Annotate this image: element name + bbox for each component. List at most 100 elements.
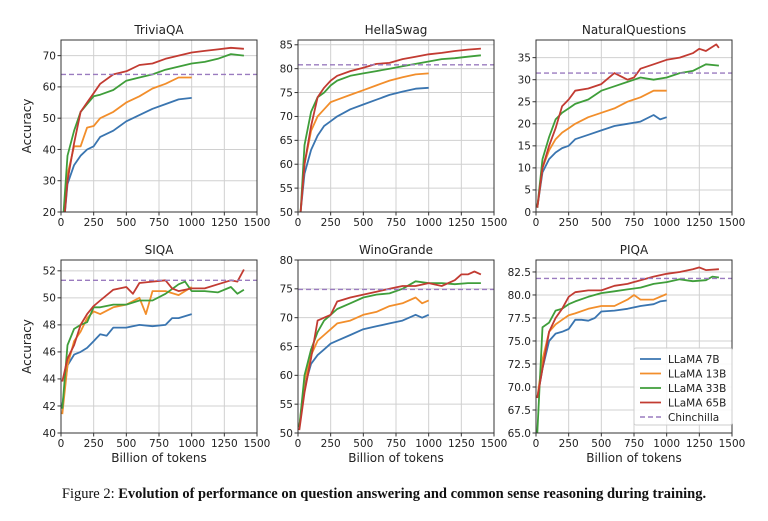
legend-label-llama-33b: LLaMA 33B xyxy=(668,383,726,395)
subplot-title: PIQA xyxy=(620,243,649,257)
y-axis-label: Accuracy xyxy=(20,319,34,374)
x-tick-label: 500 xyxy=(353,217,373,229)
x-tick-label: 1000 xyxy=(178,217,205,229)
y-tick-label: 50 xyxy=(43,293,56,305)
y-tick-label: 77.5 xyxy=(508,313,531,325)
subplot-siqa: 0 250 500 750 1000 1250 1500 40 42 44 46 48 50 52 SIQA… xyxy=(20,243,270,465)
y-tick-label: 55 xyxy=(280,399,293,411)
figure-caption: Figure 2: Evolution of performance on qu… xyxy=(0,486,768,503)
y-tick-label: 50 xyxy=(280,207,293,219)
x-tick-label: 1250 xyxy=(686,217,713,229)
x-tick-label: 1000 xyxy=(415,217,442,229)
y-tick-label: 85 xyxy=(280,40,293,52)
x-tick-label: 250 xyxy=(559,217,579,229)
y-tick-label: 40 xyxy=(43,428,56,440)
series-line-llama-33b xyxy=(536,63,719,208)
y-tick-label: 70 xyxy=(280,111,293,123)
x-tick-label: 0 xyxy=(295,438,302,450)
x-tick-label: 1250 xyxy=(686,438,713,450)
series-line-llama-33b xyxy=(62,53,245,212)
y-tick-label: 46 xyxy=(43,347,57,359)
x-tick-label: 1250 xyxy=(211,438,238,450)
subplot-title: HellaSwag xyxy=(365,23,428,37)
y-tick-label: 72.5 xyxy=(508,359,531,371)
series-line-llama-7b xyxy=(536,299,667,399)
legend-box xyxy=(633,347,733,426)
subplot-winogrande: 0 250 500 750 1000 1250 1500 50 55 60 65 70 75 80 Wino… xyxy=(280,243,508,465)
x-axis-label: Billion of tokens xyxy=(111,451,207,465)
x-tick-label: 1500 xyxy=(481,217,508,229)
series-line-llama-7b xyxy=(299,86,429,212)
subplot-title: NaturalQuestions xyxy=(582,23,686,37)
y-tick-label: 50 xyxy=(280,428,293,440)
y-tick-label: 75.0 xyxy=(508,336,531,348)
y-tick-label: 80 xyxy=(280,255,293,267)
series-line-llama-33b xyxy=(298,280,481,428)
y-tick-label: 80 xyxy=(280,63,293,75)
x-tick-label: 1000 xyxy=(178,438,205,450)
x-tick-label: 500 xyxy=(591,438,611,450)
x-tick-label: 0 xyxy=(58,217,65,229)
y-tick-label: 48 xyxy=(43,320,56,332)
x-tick-label: 250 xyxy=(559,438,579,450)
y-tick-label: 44 xyxy=(43,374,57,386)
x-tick-label: 750 xyxy=(386,438,406,450)
x-tick-label: 250 xyxy=(84,438,104,450)
y-tick-label: 82.5 xyxy=(508,267,531,279)
series-line-llama-33b xyxy=(536,275,720,433)
y-tick-label: 60 xyxy=(280,159,293,171)
series-line-llama-13b xyxy=(63,76,192,212)
x-axis-label: Billion of tokens xyxy=(586,451,682,465)
y-tick-label: 65 xyxy=(280,135,293,147)
x-tick-label: 0 xyxy=(533,438,540,450)
subplot-title: SIQA xyxy=(145,243,175,257)
x-tick-label: 750 xyxy=(149,438,169,450)
legend-label-llama-7b: LLaMA 7B xyxy=(668,354,720,366)
x-tick-label: 0 xyxy=(295,217,302,229)
x-tick-label: 750 xyxy=(624,438,644,450)
series-line-llama-65b xyxy=(63,46,244,212)
figure: 0 250 500 750 1000 1250 1500203040506070Trivia… xyxy=(20,23,745,465)
x-tick-label: 750 xyxy=(149,217,169,229)
x-tick-label: 750 xyxy=(624,217,644,229)
series-line-llama-7b xyxy=(64,97,192,212)
x-tick-label: 500 xyxy=(116,438,136,450)
y-tick-label: 75 xyxy=(280,87,293,99)
subplot-title: WinoGrande xyxy=(359,243,433,257)
x-tick-label: 500 xyxy=(591,217,611,229)
y-tick-label: 50 xyxy=(43,113,56,125)
series-line-llama-13b xyxy=(299,72,429,212)
caption-label: Figure 2: xyxy=(61,486,115,502)
legend-label-chinchilla: Chinchilla xyxy=(668,412,719,424)
y-tick-label: 55 xyxy=(280,183,293,195)
x-tick-label: 250 xyxy=(84,217,104,229)
x-tick-label: 1500 xyxy=(244,438,271,450)
series-line-llama-65b xyxy=(298,270,482,431)
x-tick-label: 1000 xyxy=(653,217,680,229)
x-tick-label: 0 xyxy=(533,217,540,229)
legend: LLaMA 7B LLaMA 13B LLaMA 33B LLaMA 65B Chinc… xyxy=(633,347,733,426)
series-line-llama-7b xyxy=(298,313,430,428)
y-tick-label: 0 xyxy=(524,207,531,219)
y-tick-label: 30 xyxy=(43,176,56,188)
y-tick-label: 70 xyxy=(43,50,56,62)
series-line-llama-65b xyxy=(61,269,245,382)
x-tick-label: 1000 xyxy=(415,438,442,450)
series-line-llama-13b xyxy=(536,293,668,399)
subplot-hellaswag: 0 250 500 750 1000 1250 1500 50 55 60 65 70 75 80 85 He… xyxy=(280,23,508,229)
y-tick-label: 25 xyxy=(518,97,531,109)
series-line-llama-65b xyxy=(536,43,720,208)
x-tick-label: 1250 xyxy=(448,217,475,229)
y-tick-label: 67.5 xyxy=(508,405,531,417)
y-tick-label: 60 xyxy=(280,370,293,382)
x-axis-label: Billion of tokens xyxy=(348,451,444,465)
y-tick-label: 80.0 xyxy=(508,290,531,302)
x-tick-label: 750 xyxy=(386,217,406,229)
y-tick-label: 70 xyxy=(280,312,293,324)
series-line-llama-7b xyxy=(536,114,667,208)
y-tick-label: 65 xyxy=(280,341,293,353)
y-tick-label: 35 xyxy=(518,52,531,64)
x-tick-label: 500 xyxy=(353,438,373,450)
series-line-llama-7b xyxy=(61,313,192,407)
y-tick-label: 42 xyxy=(43,401,56,413)
